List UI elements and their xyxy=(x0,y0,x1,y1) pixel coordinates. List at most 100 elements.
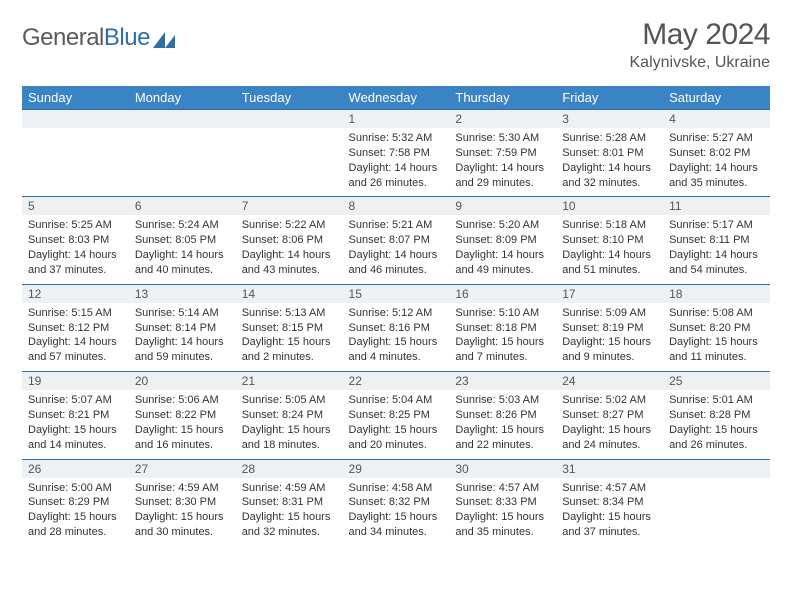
logo: GeneralBlue xyxy=(22,18,175,52)
sunset-line: Sunset: 8:10 PM xyxy=(562,233,657,248)
sunrise-line: Sunrise: 5:13 AM xyxy=(242,306,337,321)
sunset-line: Sunset: 8:12 PM xyxy=(28,321,123,336)
day-cell xyxy=(22,128,129,197)
sunrise-line: Sunrise: 5:08 AM xyxy=(669,306,764,321)
day-number: 22 xyxy=(343,372,450,391)
logo-text: GeneralBlue xyxy=(22,24,150,52)
daylight-line: Daylight: 15 hours and 35 minutes. xyxy=(455,510,550,540)
day-number: 18 xyxy=(663,284,770,303)
sunrise-line: Sunrise: 5:14 AM xyxy=(135,306,230,321)
sunset-line: Sunset: 8:22 PM xyxy=(135,408,230,423)
daylight-line: Daylight: 14 hours and 54 minutes. xyxy=(669,248,764,278)
daynum-row: 262728293031 xyxy=(22,459,770,478)
day-number xyxy=(236,110,343,129)
week-row: Sunrise: 5:15 AMSunset: 8:12 PM Daylight:… xyxy=(22,303,770,372)
daylight-line: Daylight: 14 hours and 26 minutes. xyxy=(349,161,444,191)
sunrise-line: Sunrise: 5:00 AM xyxy=(28,481,123,496)
sunrise-line: Sunrise: 5:30 AM xyxy=(455,131,550,146)
page-title: May 2024 xyxy=(630,18,771,52)
sunrise-line: Sunrise: 5:03 AM xyxy=(455,393,550,408)
sunrise-line: Sunrise: 5:12 AM xyxy=(349,306,444,321)
daylight-line: Daylight: 14 hours and 43 minutes. xyxy=(242,248,337,278)
day-cell: Sunrise: 5:10 AMSunset: 8:18 PMDaylight:… xyxy=(449,303,556,372)
day-cell: Sunrise: 5:27 AMSunset: 8:02 PMDaylight:… xyxy=(663,128,770,197)
day-cell: Sunrise: 5:32 AMSunset: 7:58 PMDaylight:… xyxy=(343,128,450,197)
daylight-line: Daylight: 14 hours and 35 minutes. xyxy=(669,161,764,191)
day-cell: Sunrise: 4:59 AMSunset: 8:31 PMDaylight:… xyxy=(236,478,343,546)
day-number: 3 xyxy=(556,110,663,129)
sunrise-line: Sunrise: 5:17 AM xyxy=(669,218,764,233)
day-number: 12 xyxy=(22,284,129,303)
day-number: 1 xyxy=(343,110,450,129)
sunrise-line: Sunrise: 5:20 AM xyxy=(455,218,550,233)
day-number: 27 xyxy=(129,459,236,478)
daynum-row: 12131415161718 xyxy=(22,284,770,303)
day-number xyxy=(663,459,770,478)
day-cell: Sunrise: 5:28 AMSunset: 8:01 PMDaylight:… xyxy=(556,128,663,197)
sunrise-line: Sunrise: 5:22 AM xyxy=(242,218,337,233)
day-cell: Sunrise: 5:02 AMSunset: 8:27 PMDaylight:… xyxy=(556,390,663,459)
day-cell: Sunrise: 4:57 AMSunset: 8:34 PMDaylight:… xyxy=(556,478,663,546)
day-number xyxy=(129,110,236,129)
day-cell: Sunrise: 5:03 AMSunset: 8:26 PMDaylight:… xyxy=(449,390,556,459)
logo-text-2: Blue xyxy=(104,24,150,51)
day-number: 28 xyxy=(236,459,343,478)
day-cell: Sunrise: 5:07 AMSunset: 8:21 PMDaylight:… xyxy=(22,390,129,459)
daylight-line: Daylight: 14 hours and 37 minutes. xyxy=(28,248,123,278)
sunset-line: Sunset: 8:21 PM xyxy=(28,408,123,423)
sunset-line: Sunset: 8:32 PM xyxy=(349,495,444,510)
daylight-line: Daylight: 14 hours and 59 minutes. xyxy=(135,335,230,365)
day-number: 19 xyxy=(22,372,129,391)
day-cell: Sunrise: 5:15 AMSunset: 8:12 PMDaylight:… xyxy=(22,303,129,372)
sunset-line: Sunset: 8:07 PM xyxy=(349,233,444,248)
sunset-line: Sunset: 8:16 PM xyxy=(349,321,444,336)
sunset-line: Sunset: 8:31 PM xyxy=(242,495,337,510)
sunrise-line: Sunrise: 5:07 AM xyxy=(28,393,123,408)
week-row: Sunrise: 5:00 AMSunset: 8:29 PM Daylight:… xyxy=(22,478,770,546)
daylight-line: Daylight: 14 hours and 40 minutes. xyxy=(135,248,230,278)
day-cell xyxy=(663,478,770,546)
day-number xyxy=(22,110,129,129)
daylight-line: Daylight: 14 hours and 51 minutes. xyxy=(562,248,657,278)
sunset-line: Sunset: 8:19 PM xyxy=(562,321,657,336)
weekday-header: Saturday xyxy=(663,86,770,110)
location: Kalynivske, Ukraine xyxy=(630,54,771,72)
sunrise-line: Sunrise: 5:02 AM xyxy=(562,393,657,408)
sunrise-line: Sunrise: 5:01 AM xyxy=(669,393,764,408)
daylight-line: Daylight: 15 hours and 24 minutes. xyxy=(562,423,657,453)
daylight-line: Daylight: 15 hours and 37 minutes. xyxy=(562,510,657,540)
daylight-line: Daylight: 14 hours and 49 minutes. xyxy=(455,248,550,278)
sunset-line: Sunset: 8:09 PM xyxy=(455,233,550,248)
day-number: 11 xyxy=(663,197,770,216)
sunset-line: Sunset: 8:27 PM xyxy=(562,408,657,423)
day-number: 31 xyxy=(556,459,663,478)
sunset-line: Sunset: 8:02 PM xyxy=(669,146,764,161)
daylight-line: Daylight: 15 hours and 9 minutes. xyxy=(562,335,657,365)
logo-shape-icon xyxy=(153,32,175,48)
day-cell: Sunrise: 5:24 AMSunset: 8:05 PMDaylight:… xyxy=(129,215,236,284)
day-cell: Sunrise: 5:22 AMSunset: 8:06 PMDaylight:… xyxy=(236,215,343,284)
day-number: 4 xyxy=(663,110,770,129)
day-cell xyxy=(236,128,343,197)
day-number: 29 xyxy=(343,459,450,478)
daylight-line: Daylight: 15 hours and 30 minutes. xyxy=(135,510,230,540)
day-cell: Sunrise: 5:06 AMSunset: 8:22 PMDaylight:… xyxy=(129,390,236,459)
day-cell xyxy=(129,128,236,197)
day-number: 9 xyxy=(449,197,556,216)
daylight-line: Daylight: 15 hours and 14 minutes. xyxy=(28,423,123,453)
sunrise-line: Sunrise: 4:57 AM xyxy=(455,481,550,496)
sunrise-line: Sunrise: 5:15 AM xyxy=(28,306,123,321)
day-number: 21 xyxy=(236,372,343,391)
sunset-line: Sunset: 8:05 PM xyxy=(135,233,230,248)
sunrise-line: Sunrise: 4:59 AM xyxy=(135,481,230,496)
sunset-line: Sunset: 8:20 PM xyxy=(669,321,764,336)
sunset-line: Sunset: 8:26 PM xyxy=(455,408,550,423)
logo-text-1: General xyxy=(22,24,104,51)
sunset-line: Sunset: 7:58 PM xyxy=(349,146,444,161)
day-cell: Sunrise: 5:00 AMSunset: 8:29 PMDaylight:… xyxy=(22,478,129,546)
sunrise-line: Sunrise: 5:10 AM xyxy=(455,306,550,321)
sunset-line: Sunset: 7:59 PM xyxy=(455,146,550,161)
sunrise-line: Sunrise: 5:25 AM xyxy=(28,218,123,233)
day-number: 7 xyxy=(236,197,343,216)
sunset-line: Sunset: 8:29 PM xyxy=(28,495,123,510)
